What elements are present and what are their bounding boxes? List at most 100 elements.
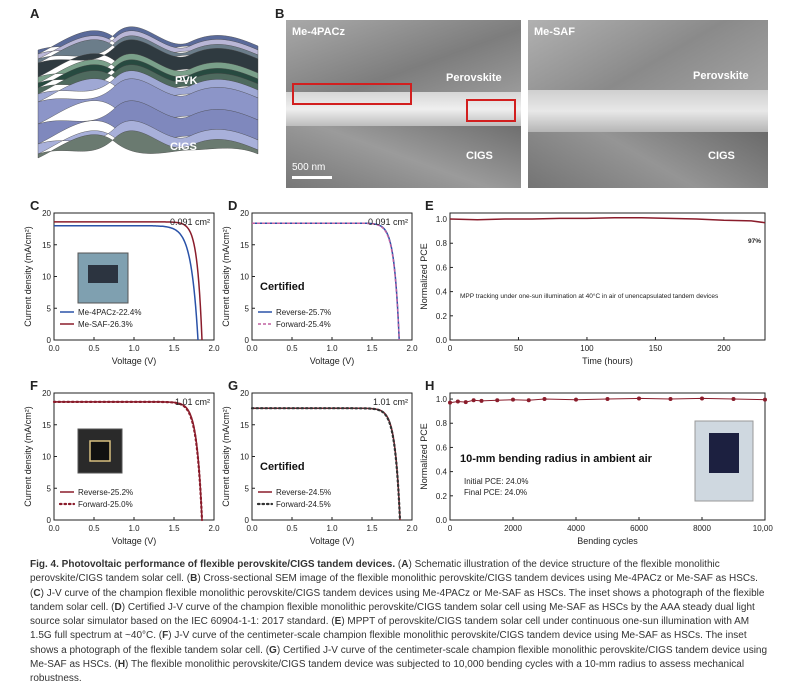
- panel-label-g: G: [228, 378, 239, 393]
- x-tick-label: 2.0: [208, 524, 220, 533]
- pvk-label: PVK: [175, 75, 198, 87]
- x-tick-label: 0: [448, 344, 453, 353]
- sem-image-mesaf: Me-SAF Perovskite CIGS: [528, 20, 768, 188]
- highlight-box-1: [292, 83, 412, 105]
- y-tick-label: 0.0: [436, 516, 448, 525]
- y-tick-label: 15: [42, 421, 51, 430]
- data-point: [448, 400, 452, 405]
- x-tick-label: 150: [649, 344, 663, 353]
- y-axis-label: Current density (mA/cm²): [221, 406, 231, 507]
- data-point: [574, 397, 578, 402]
- inset-device: [89, 440, 111, 462]
- area-label: 1.01 cm²: [373, 397, 408, 407]
- y-axis-label: Current density (mA/cm²): [221, 226, 231, 327]
- x-tick-label: 0: [448, 524, 453, 533]
- sem-title-right: Me-SAF: [534, 26, 575, 38]
- caption-segment: Cross-sectional SEM image of the flexibl…: [200, 573, 758, 585]
- y-tick-label: 10: [240, 273, 249, 282]
- cigs-label-left: CIGS: [466, 150, 493, 162]
- x-tick-label: 0.0: [246, 524, 258, 533]
- y-tick-label: 10: [240, 453, 249, 462]
- x-tick-label: 1.5: [366, 344, 378, 353]
- y-axis-label: Normalized PCE: [419, 423, 429, 490]
- certified-label: Certified: [260, 461, 305, 473]
- x-tick-label: 6000: [630, 524, 648, 533]
- data-point: [455, 399, 460, 404]
- x-tick-label: 8000: [693, 524, 711, 533]
- y-tick-label: 0.4: [436, 288, 448, 297]
- data-point: [471, 398, 476, 403]
- area-label: 0.091 cm²: [368, 217, 408, 227]
- x-tick-label: 1.5: [366, 524, 378, 533]
- series-line: [252, 222, 400, 341]
- y-tick-label: 15: [240, 421, 249, 430]
- x-tick-label: 0.0: [48, 524, 60, 533]
- y-tick-label: 5: [47, 484, 52, 493]
- end-pce-label: 97%: [748, 238, 761, 245]
- figure-caption: Fig. 4. Photovoltaic performance of flex…: [30, 559, 768, 685]
- y-tick-label: 15: [42, 241, 51, 250]
- plot-frame: [449, 212, 766, 341]
- data-point: [763, 397, 767, 402]
- legend-entry: Reverse-25.7%: [276, 308, 331, 317]
- caption-segment: J-V curve of the centimeter-scale champi…: [30, 630, 747, 656]
- y-axis-label: Normalized PCE: [419, 243, 429, 310]
- legend-entry: Forward-25.4%: [276, 320, 331, 329]
- highlight-box-2: [466, 99, 516, 122]
- panel-label-f: F: [30, 378, 38, 393]
- perovskite-label-right: Perovskite: [693, 70, 749, 82]
- x-tick-label: 2.0: [406, 344, 418, 353]
- data-point: [511, 397, 515, 402]
- data-point: [463, 400, 468, 405]
- x-axis-label: Voltage (V): [310, 356, 355, 366]
- x-tick-label: 0.5: [88, 344, 100, 353]
- caption-panel-ref: D: [114, 601, 122, 613]
- data-point: [637, 396, 641, 401]
- y-tick-label: 15: [240, 241, 249, 250]
- x-tick-label: 10,000: [753, 524, 773, 533]
- scale-text: 500 nm: [292, 162, 326, 173]
- y-tick-label: 0.4: [436, 468, 448, 477]
- caption-panel-ref: G: [269, 644, 277, 656]
- y-tick-label: 20: [42, 209, 51, 218]
- x-axis-label: Voltage (V): [112, 536, 157, 546]
- x-tick-label: 1.0: [128, 344, 140, 353]
- mpp-note: MPP tracking under one-sun illumination …: [460, 292, 719, 300]
- sem-image-me4pacz: Me-4PACz Perovskite CIGS 500 nm: [286, 20, 521, 188]
- data-point: [526, 398, 531, 403]
- caption-panel-ref: B: [190, 573, 198, 585]
- series-line: [449, 397, 766, 404]
- area-label: 0.091 cm²: [170, 217, 210, 227]
- cigs-label-right: CIGS: [708, 150, 735, 162]
- caption-segment: J-V curve of the champion flexible monol…: [30, 587, 765, 613]
- panel-label-h: H: [425, 378, 435, 393]
- panel-label-e: E: [425, 198, 434, 213]
- x-tick-label: 0.0: [246, 344, 258, 353]
- y-tick-label: 10: [42, 453, 51, 462]
- panel-label-b: B: [275, 6, 285, 21]
- x-tick-label: 1.0: [326, 344, 338, 353]
- schematic-layer: [37, 130, 259, 159]
- y-axis-label: Current density (mA/cm²): [23, 226, 33, 327]
- x-tick-label: 100: [580, 344, 594, 353]
- y-tick-label: 20: [42, 389, 51, 398]
- caption-segment: Schematic illustration of the device str…: [30, 559, 720, 585]
- caption-segment: The flexible monolithic perovskite/CIGS …: [30, 659, 745, 685]
- cigs-label: CIGS: [170, 141, 197, 153]
- area-label: 1.01 cm²: [175, 397, 210, 407]
- x-tick-label: 1.0: [326, 524, 338, 533]
- mpp-chart-e: 0 50 100 150 200 0.0 0.2 0.4 0.6 0.8 1.0 Time (hour…: [419, 212, 766, 366]
- data-point: [668, 397, 673, 402]
- device-schematic: PVK CIGS: [37, 26, 259, 159]
- certified-label: Certified: [260, 281, 305, 293]
- jv-chart-f: 0.0 0.5 1.0 1.5 2.0 0 5 10 15 20 Voltage (V) Curren…: [23, 389, 220, 546]
- y-tick-label: 0: [47, 516, 52, 525]
- series-line: [54, 221, 203, 341]
- bending-chart-h: 0 2000 4000 6000 8000 10,000 0.0 0.2 0.4 0.6 0.8 1.…: [419, 392, 773, 546]
- x-tick-label: 0.5: [286, 524, 298, 533]
- x-axis-label: Voltage (V): [310, 536, 355, 546]
- y-tick-label: 0: [47, 336, 52, 345]
- caption-title: Fig. 4. Photovoltaic performance of flex…: [30, 559, 396, 570]
- y-tick-label: 0.8: [436, 239, 448, 248]
- x-tick-label: 2.0: [406, 524, 418, 533]
